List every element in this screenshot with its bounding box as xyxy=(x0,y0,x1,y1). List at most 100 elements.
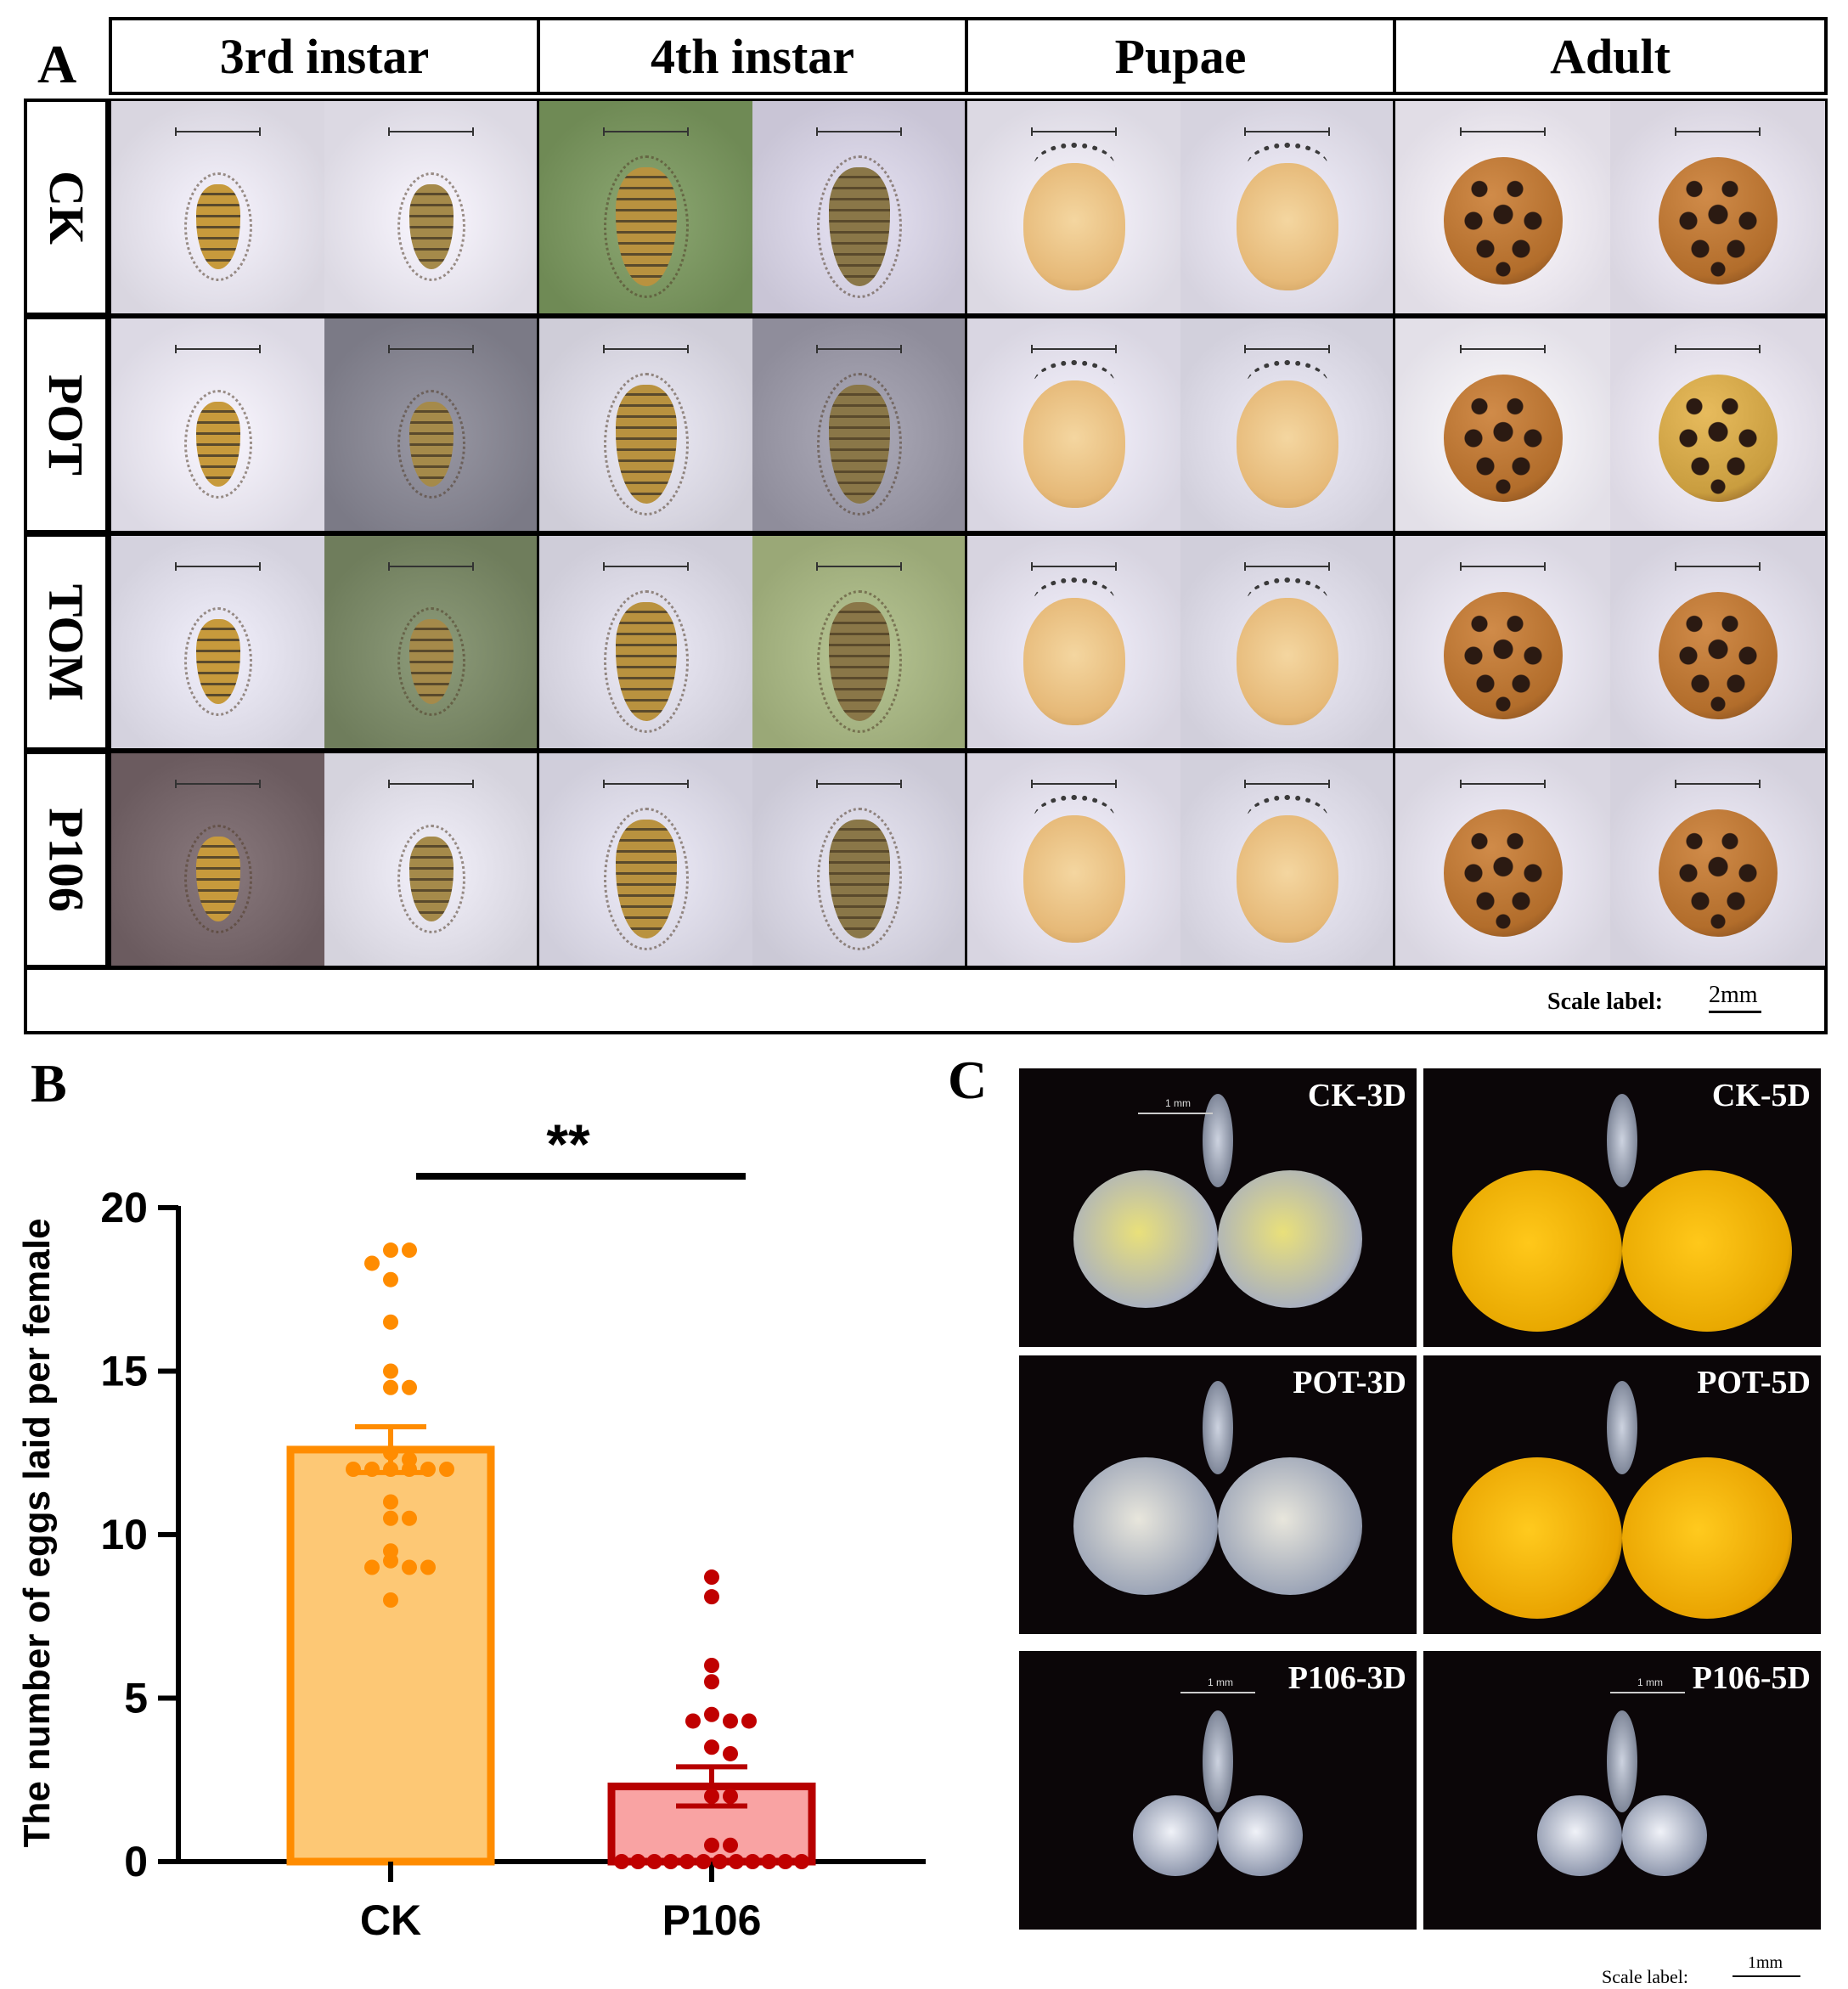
photo-scale-bar xyxy=(1459,127,1547,141)
specimen-photo-half xyxy=(324,318,538,531)
specimen-photo-p106-1 xyxy=(537,751,968,968)
larva xyxy=(816,155,902,298)
significance-marker: ** xyxy=(546,1113,590,1175)
oviduct xyxy=(1607,1381,1637,1474)
panel-c-scale-value: 1mm xyxy=(1748,1953,1783,1972)
photo-scale-bar xyxy=(1031,562,1118,576)
ovary-scale-text: 1 mm xyxy=(1637,1676,1663,1688)
pupa xyxy=(1236,360,1338,508)
specimen-photo-half xyxy=(1395,318,1610,531)
data-point-ck xyxy=(383,1363,398,1379)
data-point-p106 xyxy=(712,1854,728,1869)
y-tick-label-0: 0 xyxy=(124,1838,148,1885)
column-header-4th-instar: 4th instar xyxy=(537,17,968,95)
adult-beetle xyxy=(1658,592,1778,719)
pupa xyxy=(1023,795,1125,943)
photo-scale-bar xyxy=(603,780,690,793)
larva xyxy=(183,607,252,716)
larva xyxy=(816,808,902,950)
ovary-photo-label: P106-3D xyxy=(1287,1660,1406,1696)
panel-c-scale-bar xyxy=(1732,1975,1800,1977)
specimen-photo-half xyxy=(752,536,966,748)
oviduct xyxy=(1203,1094,1233,1187)
ovary-lobe xyxy=(1537,1795,1622,1876)
specimen-photo-half xyxy=(111,753,324,966)
specimen-photo-half xyxy=(1180,318,1394,531)
data-point-ck xyxy=(346,1462,361,1477)
data-point-p106 xyxy=(777,1854,793,1869)
photo-scale-bar xyxy=(1031,345,1118,358)
specimen-photo-half xyxy=(1610,318,1825,531)
data-point-p106 xyxy=(704,1739,719,1755)
ovary-scale-bar xyxy=(1610,1692,1685,1693)
photo-scale-bar xyxy=(816,345,903,358)
specimen-photo-half xyxy=(1180,101,1394,313)
scale-value-text: 2mm xyxy=(1709,982,1758,1008)
pupa xyxy=(1023,578,1125,725)
ovary-photo-label: P106-5D xyxy=(1692,1660,1811,1696)
specimen-photo-half xyxy=(1395,101,1610,313)
data-point-p106 xyxy=(630,1854,646,1869)
data-point-ck xyxy=(383,1592,398,1608)
larva xyxy=(397,172,465,281)
row-header-ck: CK xyxy=(24,99,109,316)
specimen-photo-p106-0 xyxy=(109,751,540,968)
specimen-photo-tom-0 xyxy=(109,533,540,751)
larva xyxy=(183,172,252,281)
data-point-ck xyxy=(383,1271,398,1287)
larva xyxy=(397,607,465,716)
larva xyxy=(603,808,689,950)
photo-scale-bar xyxy=(603,127,690,141)
specimen-photo-half xyxy=(967,318,1180,531)
ovary-lobe xyxy=(1218,1795,1303,1876)
data-point-p106 xyxy=(704,1569,719,1586)
specimen-photo-half xyxy=(1610,753,1825,966)
photo-scale-bar xyxy=(175,345,262,358)
specimen-photo-tom-2 xyxy=(965,533,1396,751)
photo-scale-bar xyxy=(1674,127,1761,141)
larva xyxy=(603,590,689,733)
pupa xyxy=(1023,143,1125,290)
data-point-ck xyxy=(402,1379,417,1395)
adult-beetle xyxy=(1658,809,1778,937)
data-point-ck xyxy=(439,1462,454,1477)
photo-scale-bar xyxy=(1244,562,1331,576)
specimen-photo-p106-3 xyxy=(1393,751,1828,968)
ovary-lobe xyxy=(1452,1170,1622,1332)
specimen-photo-half xyxy=(967,101,1180,313)
column-header-3rd-instar: 3rd instar xyxy=(109,17,540,95)
x-tick-label-p106: P106 xyxy=(662,1896,762,1944)
row-header-pot: POT xyxy=(24,316,109,533)
ovary-photo-p106-5d: P106-5D 1 mm xyxy=(1423,1651,1821,1930)
panel-c-scale-label: Scale label: xyxy=(1602,1966,1689,1987)
photo-scale-bar xyxy=(1244,345,1331,358)
data-point-p106 xyxy=(704,1706,719,1722)
photo-scale-bar xyxy=(816,127,903,141)
larva xyxy=(397,390,465,499)
photo-scale-bar xyxy=(1459,562,1547,576)
data-point-p106 xyxy=(704,1837,719,1853)
data-point-p106 xyxy=(723,1713,738,1729)
data-point-ck xyxy=(402,1510,417,1526)
larva xyxy=(816,590,902,733)
photo-scale-bar xyxy=(1031,127,1118,141)
panel-b-label: B xyxy=(31,1053,67,1113)
data-point-ck xyxy=(420,1462,436,1477)
ovary-lobe xyxy=(1622,1457,1792,1619)
data-point-ck xyxy=(383,1314,398,1330)
y-tick-label-10: 10 xyxy=(100,1511,148,1558)
larva xyxy=(397,825,465,933)
data-point-p106 xyxy=(704,1674,719,1690)
y-tick-label-20: 20 xyxy=(100,1184,148,1231)
data-point-p106 xyxy=(745,1854,761,1869)
column-header-pupae: Pupae xyxy=(965,17,1396,95)
ovary-scale-bar xyxy=(1138,1113,1213,1114)
specimen-photo-pot-1 xyxy=(537,316,968,533)
row-header-p106: P106 xyxy=(24,751,109,968)
larva xyxy=(603,155,689,298)
larva xyxy=(183,825,252,933)
data-point-p106 xyxy=(662,1854,679,1869)
specimen-photo-half xyxy=(967,753,1180,966)
specimen-photo-tom-3 xyxy=(1393,533,1828,751)
specimen-photo-p106-2 xyxy=(965,751,1396,968)
